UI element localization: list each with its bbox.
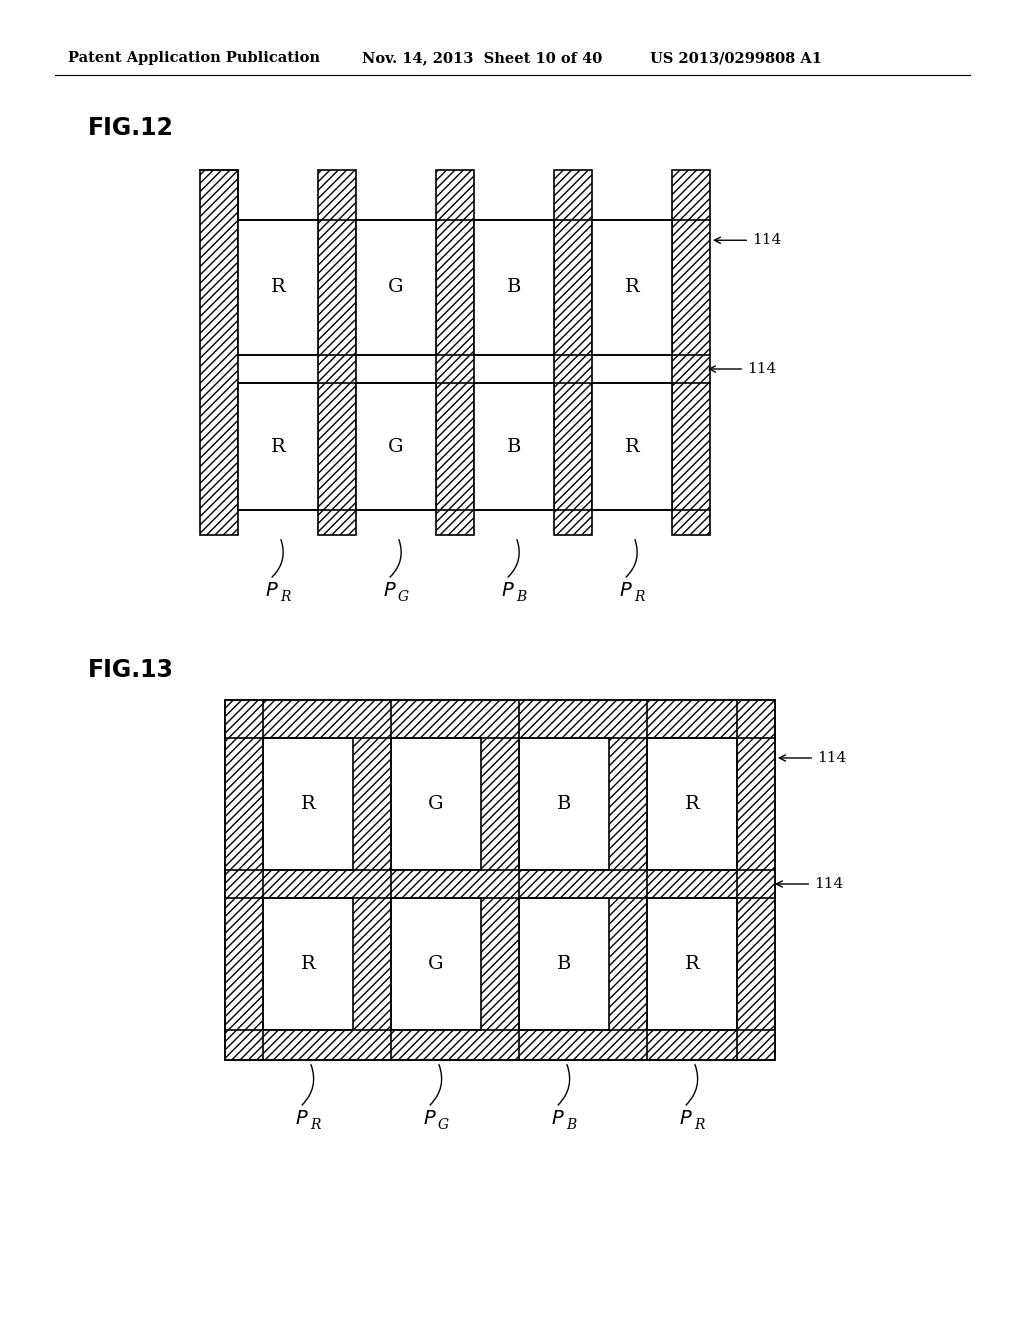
Bar	[647, 738, 737, 870]
Text: R: R	[693, 1118, 705, 1133]
Text: R: R	[301, 954, 315, 973]
Text: R: R	[309, 1118, 321, 1133]
Text: B: B	[557, 954, 571, 973]
Text: $P$: $P$	[551, 1110, 565, 1129]
Text: G: G	[428, 795, 443, 813]
Text: $P$: $P$	[620, 582, 633, 601]
Text: 114: 114	[715, 234, 781, 247]
Text: 114: 114	[710, 362, 776, 376]
Text: G: G	[388, 279, 403, 297]
Text: FIG.12: FIG.12	[88, 116, 174, 140]
Bar	[592, 383, 672, 510]
Bar	[391, 738, 481, 870]
Text: US 2013/0299808 A1: US 2013/0299808 A1	[650, 51, 822, 65]
Bar	[592, 220, 672, 355]
Text: Nov. 14, 2013  Sheet 10 of 40: Nov. 14, 2013 Sheet 10 of 40	[362, 51, 602, 65]
Text: B: B	[516, 590, 526, 605]
Bar	[391, 898, 481, 1030]
Text: 114: 114	[779, 751, 846, 766]
Text: B: B	[507, 437, 521, 455]
Text: G: G	[428, 954, 443, 973]
Text: B: B	[557, 795, 571, 813]
Bar	[519, 738, 609, 870]
Text: $P$: $P$	[501, 582, 515, 601]
Text: 114: 114	[776, 876, 843, 891]
Text: R: R	[270, 437, 286, 455]
Text: $P$: $P$	[295, 1110, 309, 1129]
Text: $P$: $P$	[265, 582, 279, 601]
Bar	[672, 170, 710, 535]
Bar	[263, 898, 353, 1030]
Bar	[356, 220, 436, 355]
Text: G: G	[388, 437, 403, 455]
Text: G: G	[397, 590, 409, 605]
Bar	[200, 170, 238, 535]
Text: FIG.13: FIG.13	[88, 657, 174, 682]
Text: G: G	[437, 1118, 449, 1133]
Text: B: B	[566, 1118, 577, 1133]
Text: $P$: $P$	[383, 582, 397, 601]
Bar	[554, 170, 592, 535]
Bar	[356, 383, 436, 510]
Bar	[263, 738, 353, 870]
Bar	[474, 383, 554, 510]
Text: Patent Application Publication: Patent Application Publication	[68, 51, 319, 65]
Text: $P$: $P$	[679, 1110, 693, 1129]
Text: $P$: $P$	[423, 1110, 437, 1129]
Text: R: R	[625, 437, 639, 455]
Bar	[436, 170, 474, 535]
Bar	[225, 700, 775, 1060]
Text: R: R	[270, 279, 286, 297]
Bar	[225, 700, 775, 1060]
Text: R: R	[685, 795, 699, 813]
Text: R: R	[625, 279, 639, 297]
Bar	[318, 170, 356, 535]
Bar	[474, 220, 554, 355]
Text: R: R	[685, 954, 699, 973]
Bar	[519, 898, 609, 1030]
Bar	[238, 220, 318, 355]
Text: R: R	[634, 590, 644, 605]
Bar	[238, 383, 318, 510]
Text: R: R	[301, 795, 315, 813]
Bar	[647, 898, 737, 1030]
Text: R: R	[280, 590, 290, 605]
Text: B: B	[507, 279, 521, 297]
